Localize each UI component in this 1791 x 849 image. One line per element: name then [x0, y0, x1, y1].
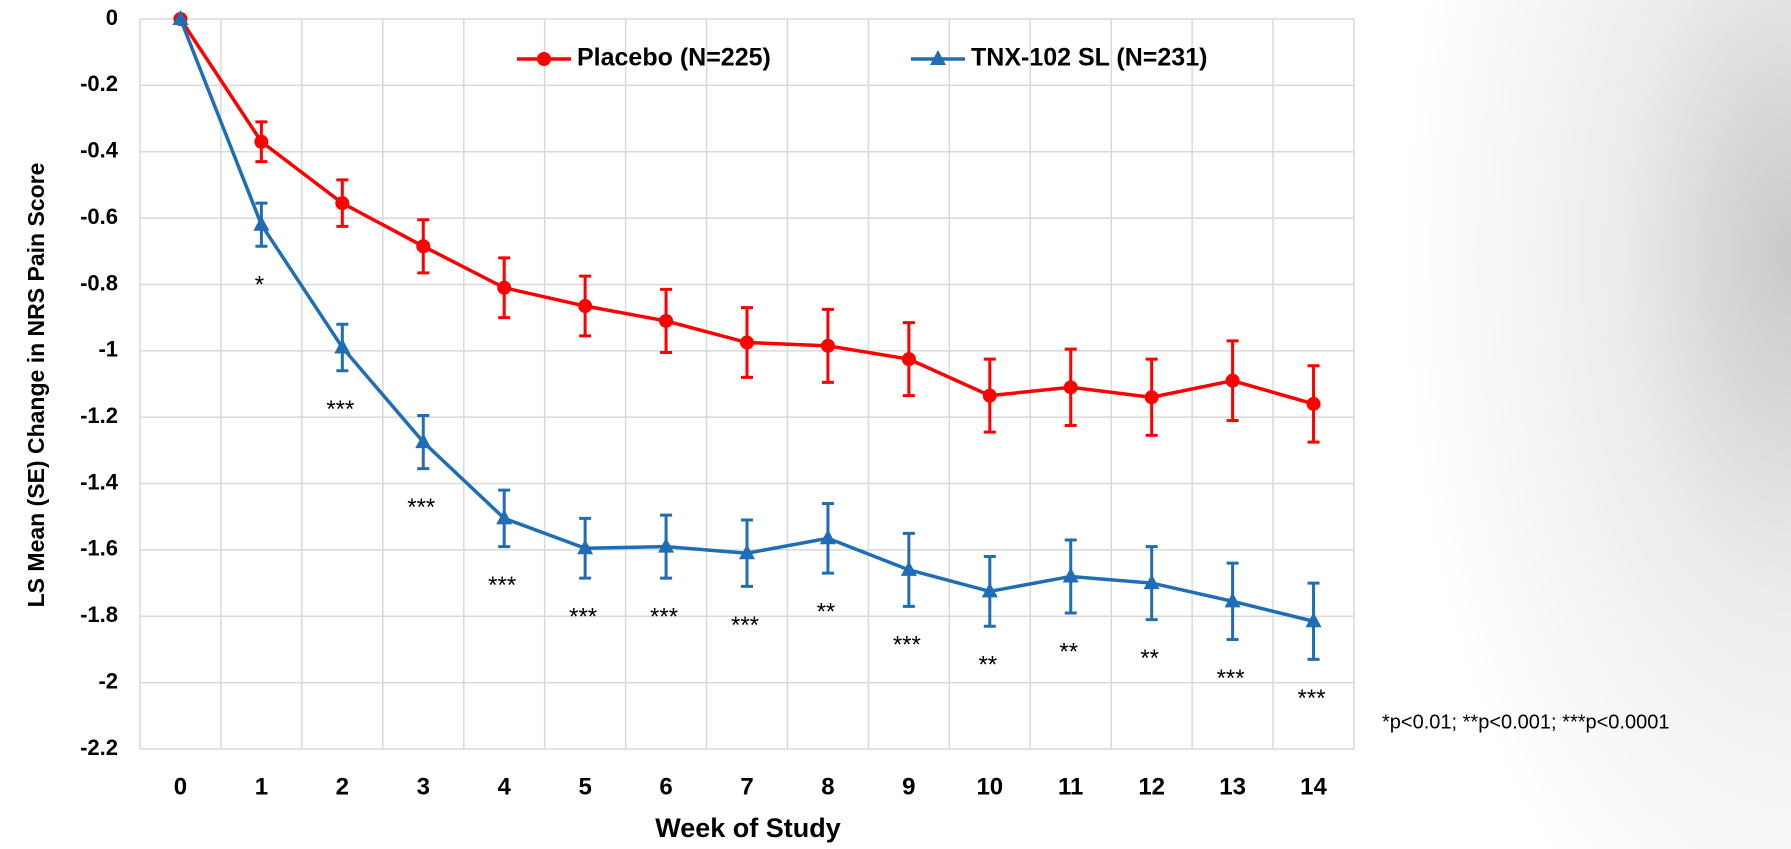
- significance-label: ***: [569, 603, 597, 630]
- marker: [253, 215, 270, 231]
- marker: [172, 10, 189, 25]
- marker: [578, 299, 593, 314]
- y-tick-label: -1.6: [80, 536, 118, 561]
- marker: [901, 352, 916, 367]
- y-tick-label: -1.8: [80, 602, 118, 627]
- y-tick-label: -2.2: [80, 735, 118, 760]
- x-axis-label: Week of Study: [655, 813, 841, 843]
- x-tick-label: 14: [1300, 773, 1327, 800]
- significance-label: **: [1140, 645, 1159, 672]
- marker: [658, 537, 675, 553]
- y-tick-label: -0.4: [80, 138, 119, 163]
- marker: [335, 196, 350, 211]
- x-tick-label: 2: [336, 773, 349, 800]
- marker: [1144, 390, 1159, 405]
- significance-label: ***: [488, 572, 516, 599]
- y-tick-label: -2: [98, 668, 118, 693]
- significance-label: ***: [650, 603, 678, 630]
- marker: [1306, 396, 1321, 411]
- marker: [254, 134, 269, 149]
- y-tick-label: -0.2: [80, 71, 118, 96]
- marker: [496, 509, 513, 525]
- y-tick-label: -0.6: [80, 204, 118, 229]
- marker: [820, 338, 835, 353]
- x-tick-label: 9: [902, 773, 915, 800]
- footnote: *p<0.01; **p<0.001; ***p<0.0001: [1382, 711, 1669, 733]
- significance-label: **: [1059, 638, 1078, 665]
- x-tick-label: 3: [417, 773, 430, 800]
- y-tick-label: -1.2: [80, 403, 118, 428]
- significance-label: **: [978, 652, 997, 679]
- significance-label: ***: [326, 396, 354, 423]
- significance-label: ***: [1298, 685, 1326, 712]
- significance-label: ***: [731, 612, 759, 639]
- legend-label: TNX-102 SL (N=231): [971, 44, 1207, 72]
- x-tick-label: 5: [578, 773, 591, 800]
- marker: [659, 313, 674, 328]
- significance-label: ***: [893, 632, 921, 659]
- y-tick-label: -1: [98, 337, 118, 362]
- significance-label: ***: [407, 494, 435, 521]
- marker: [819, 529, 836, 545]
- marker: [577, 539, 594, 555]
- marker: [1305, 612, 1322, 628]
- marker: [416, 239, 431, 254]
- significance-label: ***: [1217, 665, 1245, 692]
- x-tick-label: 1: [255, 773, 268, 800]
- marker: [982, 388, 997, 403]
- y-tick-label: -1.4: [80, 469, 119, 494]
- marker: [1143, 574, 1160, 590]
- x-tick-label: 4: [498, 773, 512, 800]
- x-tick-label: 13: [1219, 773, 1246, 800]
- marker: [497, 280, 512, 295]
- y-tick-label: -0.8: [80, 270, 118, 295]
- x-tick-label: 0: [174, 773, 187, 800]
- x-tick-label: 11: [1058, 773, 1083, 800]
- x-tick-label: 8: [821, 773, 834, 800]
- legend-marker: [930, 50, 946, 65]
- marker: [740, 335, 754, 350]
- x-tick-label: 10: [976, 773, 1003, 800]
- marker: [1063, 380, 1078, 395]
- marker: [1225, 373, 1240, 388]
- marker: [334, 338, 351, 354]
- marker: [739, 544, 755, 560]
- x-tick-label: 12: [1138, 773, 1165, 800]
- y-tick-label: 0: [106, 5, 118, 30]
- marker: [415, 433, 432, 449]
- significance-label: *: [255, 272, 264, 299]
- significance-label: **: [817, 598, 836, 625]
- legend-marker: [537, 52, 551, 66]
- y-axis-label: LS Mean (SE) Change in NRS Pain Score: [23, 163, 49, 608]
- plot-area: [140, 19, 1354, 749]
- marker: [1224, 592, 1241, 608]
- marker: [900, 560, 917, 576]
- marker: [981, 582, 998, 598]
- background: [1360, 0, 1791, 849]
- legend-label: Placebo (N=225): [577, 44, 771, 72]
- x-tick-label: 7: [740, 773, 753, 800]
- x-tick-label: 6: [659, 773, 672, 800]
- marker: [1062, 567, 1079, 583]
